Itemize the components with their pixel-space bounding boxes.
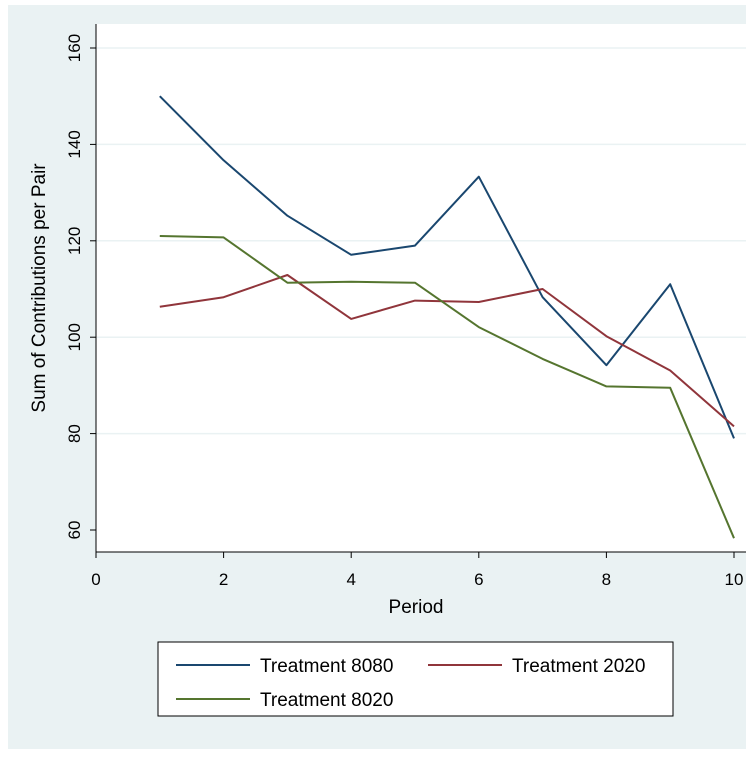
x-tick-label-0: 0 [91, 570, 100, 589]
legend: Treatment 8080 Treatment 2020 Treatment … [157, 641, 674, 717]
y-ticks: 60 80 100 120 140 160 [65, 34, 96, 540]
legend-label-treatment-2020: Treatment 2020 [512, 656, 645, 677]
series-line-treatment-8020 [159, 235, 735, 539]
y-tick-label-120: 120 [65, 227, 84, 255]
x-tick-label-6: 6 [474, 570, 483, 589]
y-tick-label-100: 100 [65, 323, 84, 351]
x-tick-label-10: 10 [725, 570, 744, 589]
legend-label-treatment-8080: Treatment 8080 [260, 656, 393, 677]
x-tick-label-8: 8 [602, 570, 611, 589]
legend-label-treatment-8020: Treatment 8020 [260, 690, 393, 711]
series-lines [159, 95, 735, 539]
y-tick-label-80: 80 [65, 424, 84, 443]
y-tick-label-60: 60 [65, 521, 84, 540]
gridlines [96, 47, 746, 435]
axes [95, 24, 746, 553]
x-tick-label-2: 2 [219, 570, 228, 589]
legend-box [157, 641, 674, 717]
x-ticks: 0 2 4 6 8 10 [91, 552, 743, 589]
series-line-treatment-8080 [159, 95, 735, 439]
x-axis-title: Period [389, 597, 444, 618]
y-axis-title: Sum of Contributions per Pair [29, 163, 50, 413]
x-tick-label-4: 4 [346, 570, 355, 589]
y-tick-label-160: 160 [65, 34, 84, 62]
y-tick-label-140: 140 [65, 130, 84, 158]
series-line-treatment-2020 [159, 274, 735, 428]
